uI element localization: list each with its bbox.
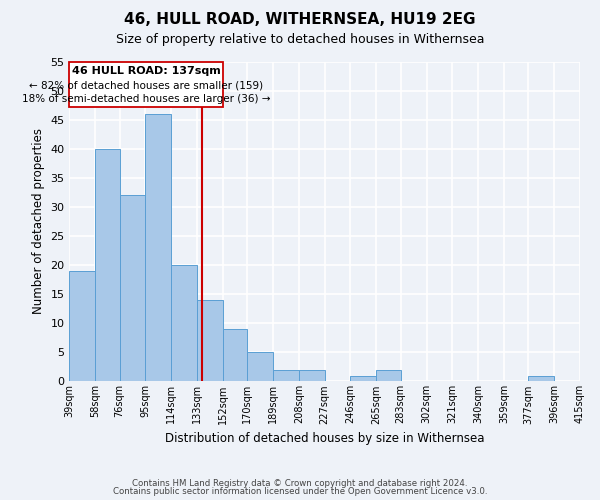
Bar	[299, 370, 325, 382]
Y-axis label: Number of detached properties: Number of detached properties	[32, 128, 45, 314]
Bar	[223, 329, 247, 382]
Text: 46, HULL ROAD, WITHERNSEA, HU19 2EG: 46, HULL ROAD, WITHERNSEA, HU19 2EG	[124, 12, 476, 28]
Bar	[119, 196, 145, 382]
Bar	[70, 271, 95, 382]
Bar	[95, 148, 119, 382]
Text: Contains public sector information licensed under the Open Government Licence v3: Contains public sector information licen…	[113, 487, 487, 496]
Bar	[247, 352, 273, 382]
Bar	[197, 300, 223, 382]
Bar	[171, 265, 197, 382]
Bar	[529, 376, 554, 382]
X-axis label: Distribution of detached houses by size in Withernsea: Distribution of detached houses by size …	[165, 432, 484, 445]
Text: ← 82% of detached houses are smaller (159): ← 82% of detached houses are smaller (15…	[29, 80, 263, 90]
Text: 46 HULL ROAD: 137sqm: 46 HULL ROAD: 137sqm	[72, 66, 220, 76]
Bar	[376, 370, 401, 382]
Bar	[273, 370, 299, 382]
Bar	[70, 62, 223, 107]
Bar	[350, 376, 376, 382]
Text: 18% of semi-detached houses are larger (36) →: 18% of semi-detached houses are larger (…	[22, 94, 271, 104]
Bar	[145, 114, 171, 382]
Text: Contains HM Land Registry data © Crown copyright and database right 2024.: Contains HM Land Registry data © Crown c…	[132, 478, 468, 488]
Text: Size of property relative to detached houses in Withernsea: Size of property relative to detached ho…	[116, 32, 484, 46]
